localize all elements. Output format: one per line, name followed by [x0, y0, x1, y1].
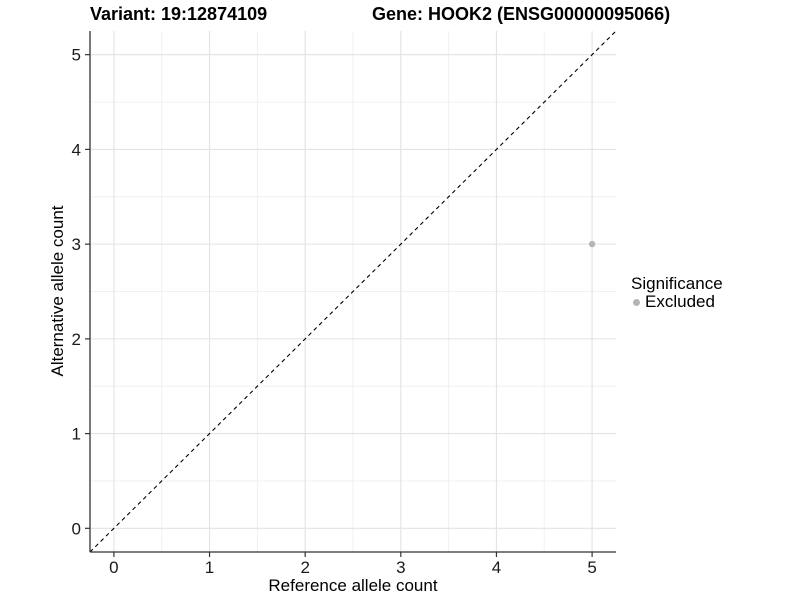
identity-line	[89, 30, 617, 553]
y-tick-label: 4	[72, 140, 81, 159]
x-axis-label: Reference allele count	[268, 576, 438, 595]
y-tick-label: 0	[72, 519, 81, 538]
y-axis-label: Alternative allele count	[48, 205, 67, 377]
x-tick-label: 1	[205, 558, 214, 577]
data-point	[588, 240, 596, 248]
legend-entry: Excluded	[631, 293, 723, 311]
x-tick-label: 3	[396, 558, 405, 577]
excluded-point-icon	[633, 298, 640, 306]
legend: Significance Excluded	[631, 274, 723, 311]
x-tick-label: 2	[300, 558, 309, 577]
y-tick-label: 2	[72, 330, 81, 349]
x-tick-label: 5	[587, 558, 596, 577]
y-tick-label: 5	[72, 46, 81, 65]
y-tick-label: 1	[72, 425, 81, 444]
x-tick-label: 0	[109, 558, 118, 577]
legend-entry-label: Excluded	[645, 292, 715, 311]
y-tick-label: 3	[72, 235, 81, 254]
variant-title: Variant: 19:12874109	[90, 4, 268, 24]
legend-title: Significance	[631, 274, 723, 293]
x-tick-label: 4	[492, 558, 501, 577]
gene-title: Gene: HOOK2 (ENSG00000095066)	[372, 4, 671, 24]
